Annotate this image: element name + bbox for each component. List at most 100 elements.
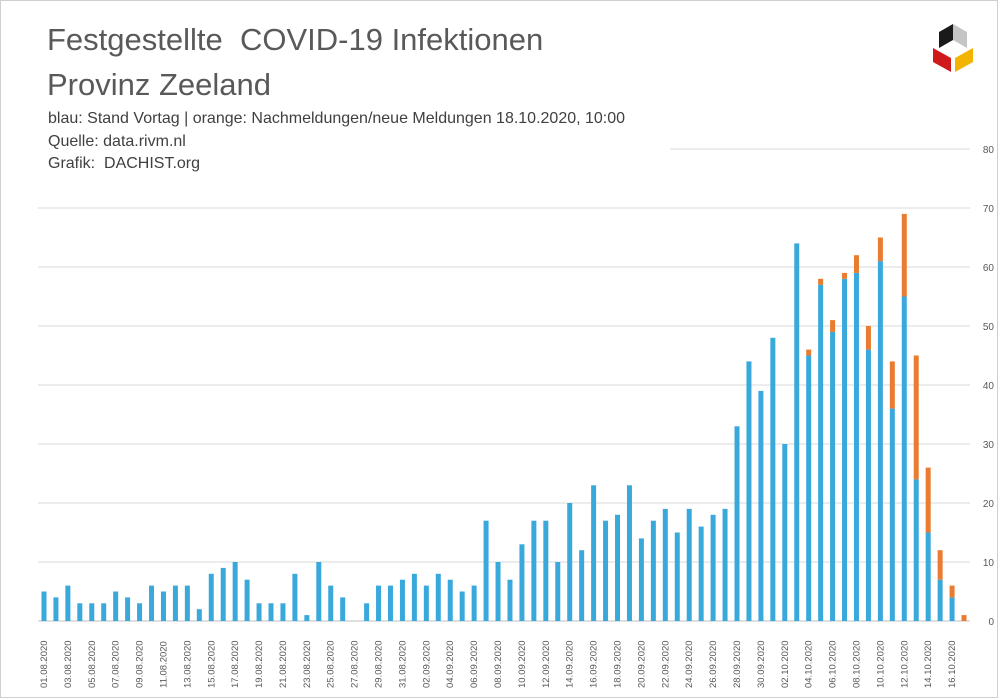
x-tick-label: 20.09.2020 bbox=[636, 640, 647, 688]
bar-orange bbox=[961, 615, 967, 621]
bar-blue bbox=[662, 508, 668, 621]
bar-blue bbox=[925, 532, 931, 621]
x-tick-label: 27.08.2020 bbox=[350, 640, 361, 688]
bar-blue bbox=[292, 573, 298, 621]
x-tick-label: 30.09.2020 bbox=[756, 640, 767, 688]
bar-blue bbox=[507, 579, 513, 621]
y-tick-label: 20 bbox=[983, 499, 995, 510]
x-tick-label: 18.09.2020 bbox=[613, 640, 624, 688]
x-tick-label: 07.08.2020 bbox=[111, 640, 122, 688]
bar-blue bbox=[722, 508, 728, 621]
bar-blue bbox=[471, 585, 477, 621]
bar-blue bbox=[626, 485, 632, 621]
bar-blue bbox=[435, 573, 441, 621]
bar-blue bbox=[220, 567, 226, 621]
y-tick-label: 30 bbox=[983, 440, 995, 451]
bar-blue bbox=[698, 526, 704, 621]
bar-blue bbox=[531, 520, 537, 621]
bar-blue bbox=[937, 579, 943, 621]
bar-blue bbox=[591, 485, 597, 621]
bar-blue bbox=[77, 603, 83, 621]
bar-blue bbox=[268, 603, 274, 621]
bars bbox=[41, 213, 967, 621]
bar-blue bbox=[459, 591, 465, 621]
x-tick-label: 12.09.2020 bbox=[541, 640, 552, 688]
bar-orange bbox=[853, 255, 859, 273]
x-tick-label: 11.08.2020 bbox=[158, 641, 169, 688]
bar-blue bbox=[818, 284, 824, 621]
x-tick-label: 16.09.2020 bbox=[589, 640, 600, 688]
bar-blue bbox=[555, 562, 561, 621]
bar-blue bbox=[519, 544, 525, 621]
bar-blue bbox=[710, 514, 716, 621]
x-tick-label: 04.09.2020 bbox=[445, 640, 456, 688]
bar-blue bbox=[889, 408, 895, 621]
legend-note: blau: Stand Vortag | orange: Nachmeldung… bbox=[48, 110, 626, 127]
bar-blue bbox=[256, 603, 262, 621]
bar-blue bbox=[101, 603, 107, 621]
bar-blue bbox=[364, 603, 370, 621]
bar-blue bbox=[579, 550, 585, 621]
x-tick-label: 06.09.2020 bbox=[469, 640, 480, 688]
bar-blue bbox=[567, 503, 573, 621]
x-tick-label: 15.08.2020 bbox=[206, 640, 217, 688]
bar-blue bbox=[543, 520, 549, 621]
bar-blue bbox=[172, 585, 178, 621]
y-tick-label: 80 bbox=[983, 145, 995, 156]
bar-orange bbox=[901, 213, 907, 297]
bar-blue bbox=[901, 296, 907, 621]
bar-orange bbox=[818, 278, 824, 285]
bar-blue bbox=[615, 514, 621, 621]
bar-orange bbox=[889, 361, 895, 409]
x-tick-label: 28.09.2020 bbox=[732, 640, 743, 688]
bar-blue bbox=[125, 597, 131, 621]
x-tick-label: 04.10.2020 bbox=[804, 640, 815, 688]
y-tick-label: 0 bbox=[988, 617, 994, 628]
x-tick-label: 26.09.2020 bbox=[708, 640, 719, 688]
bar-blue bbox=[603, 520, 609, 621]
bar-orange bbox=[865, 326, 871, 350]
bar-blue bbox=[495, 562, 501, 621]
x-tick-label: 14.10.2020 bbox=[923, 640, 934, 688]
bar-blue bbox=[387, 585, 393, 621]
bar-blue bbox=[674, 532, 680, 621]
bar-orange bbox=[937, 550, 943, 580]
bar-blue bbox=[208, 573, 214, 621]
bar-blue bbox=[113, 591, 119, 621]
bar-blue bbox=[782, 444, 788, 621]
bar-blue bbox=[423, 585, 429, 621]
bar-blue bbox=[160, 591, 166, 621]
bar-blue bbox=[316, 562, 322, 621]
bar-blue bbox=[304, 615, 310, 621]
bar-orange bbox=[806, 349, 812, 356]
x-tick-label: 25.08.2020 bbox=[326, 640, 337, 688]
y-tick-label: 50 bbox=[983, 322, 995, 333]
bar-blue bbox=[196, 609, 202, 621]
bar-blue bbox=[89, 603, 95, 621]
bar-blue bbox=[399, 579, 405, 621]
bar-blue bbox=[770, 337, 776, 621]
bar-blue bbox=[650, 520, 656, 621]
bar-blue bbox=[184, 585, 190, 621]
x-tick-label: 10.10.2020 bbox=[875, 640, 886, 688]
y-tick-label: 40 bbox=[983, 381, 995, 392]
gridlines bbox=[38, 148, 970, 622]
x-tick-label: 09.08.2020 bbox=[135, 640, 146, 688]
bar-orange bbox=[830, 320, 836, 332]
x-tick-label: 13.08.2020 bbox=[182, 640, 193, 688]
x-tick-label: 02.10.2020 bbox=[780, 640, 791, 688]
x-tick-label: 01.08.2020 bbox=[39, 640, 50, 688]
bar-orange bbox=[949, 585, 955, 598]
x-tick-label: 31.08.2020 bbox=[397, 640, 408, 688]
bar-blue bbox=[734, 426, 740, 621]
y-tick-label: 10 bbox=[983, 558, 995, 569]
bar-blue bbox=[328, 585, 334, 621]
x-tick-label: 02.09.2020 bbox=[421, 640, 432, 688]
bar-blue bbox=[746, 361, 752, 621]
x-tick-label: 06.10.2020 bbox=[828, 640, 839, 688]
x-tick-label: 23.08.2020 bbox=[302, 640, 313, 688]
x-tick-label: 17.08.2020 bbox=[230, 640, 241, 688]
x-tick-label: 29.08.2020 bbox=[374, 640, 385, 688]
bar-blue bbox=[483, 520, 489, 621]
bar-blue bbox=[280, 603, 286, 621]
